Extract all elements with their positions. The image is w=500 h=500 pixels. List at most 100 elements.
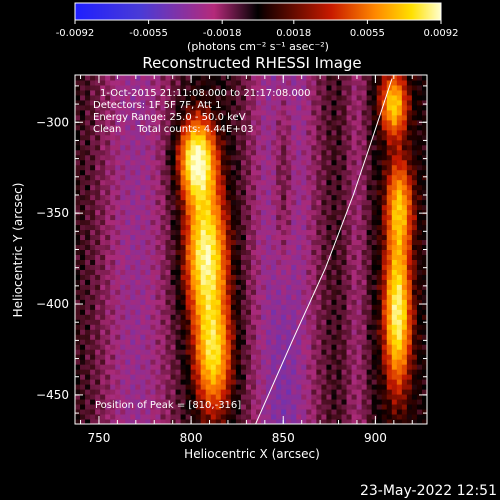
heatmap-cell [326, 204, 332, 211]
heatmap-cell [261, 99, 267, 106]
heatmap-cell [80, 414, 86, 420]
heatmap-cell [175, 344, 182, 350]
heatmap-cell [286, 349, 292, 355]
heatmap-cell [406, 154, 413, 161]
heatmap-cell [261, 374, 267, 380]
heatmap-cell [276, 389, 282, 395]
heatmap-cell [75, 324, 81, 330]
heatmap-cell [80, 254, 86, 260]
heatmap-cell [311, 194, 317, 201]
heatmap-cell [326, 384, 332, 390]
heatmap-cell [165, 189, 172, 196]
heatmap-cell [230, 129, 237, 136]
heatmap-cell [286, 309, 292, 315]
heatmap-cell [105, 364, 111, 370]
heatmap-cell [301, 269, 307, 275]
heatmap-cell [165, 354, 172, 360]
heatmap-cell [391, 409, 398, 415]
heatmap-cell [336, 179, 343, 186]
heatmap-cell [230, 279, 237, 285]
heatmap-cell [195, 309, 202, 315]
heatmap-cell [110, 359, 116, 365]
heatmap-cell [210, 364, 217, 370]
heatmap-cell [256, 404, 262, 410]
heatmap-cell [240, 114, 247, 121]
heatmap-cell [105, 114, 111, 121]
heatmap-cell [75, 199, 81, 206]
heatmap-cell [135, 239, 141, 246]
heatmap-cell [75, 404, 81, 410]
heatmap-cell [240, 334, 247, 340]
heatmap-cell [195, 294, 202, 300]
heatmap-cell [331, 389, 337, 395]
heatmap-cell [120, 299, 126, 305]
heatmap-cell [346, 399, 353, 405]
heatmap-cell [150, 159, 156, 166]
heatmap-cell [175, 249, 182, 255]
heatmap-cell [135, 269, 141, 275]
heatmap-cell [351, 159, 358, 166]
heatmap-cell [180, 279, 187, 285]
heatmap-cell [386, 229, 393, 236]
heatmap-cell [215, 269, 222, 275]
heatmap-cell [110, 94, 116, 101]
heatmap-cell [165, 194, 172, 201]
heatmap-cell [301, 209, 307, 216]
heatmap-cell [175, 389, 182, 395]
heatmap-cell [120, 289, 126, 295]
heatmap-cell [145, 394, 151, 400]
heatmap-cell [135, 404, 141, 410]
heatmap-cell [110, 104, 116, 111]
heatmap-cell [80, 124, 86, 131]
heatmap-cell [190, 294, 197, 300]
heatmap-cell [256, 174, 262, 181]
heatmap-cell [120, 169, 126, 176]
heatmap-cell [321, 309, 327, 315]
heatmap-cell [140, 184, 146, 191]
heatmap-cell [271, 329, 277, 335]
heatmap-cell [170, 154, 177, 161]
heatmap-cell [120, 399, 126, 405]
heatmap-cell [160, 284, 167, 290]
heatmap-cell [276, 239, 282, 246]
heatmap-cell [281, 364, 287, 370]
heatmap-cell [175, 214, 182, 221]
heatmap-cell [210, 214, 217, 221]
heatmap-cell [240, 284, 247, 290]
heatmap-cell [296, 279, 302, 285]
heatmap-cell [416, 219, 423, 226]
heatmap-cell [220, 89, 227, 96]
heatmap-cell [261, 199, 267, 206]
heatmap-cell [381, 274, 388, 280]
heatmap-cell [356, 124, 363, 131]
heatmap-cell [306, 174, 312, 181]
heatmap-cell [366, 404, 373, 410]
heatmap-cell [376, 319, 383, 325]
heatmap-cell [165, 389, 172, 395]
heatmap-cell [336, 234, 343, 241]
heatmap-cell [411, 259, 418, 265]
heatmap-cell [336, 239, 343, 246]
heatmap-cell [276, 264, 282, 270]
heatmap-cell [205, 409, 212, 415]
heatmap-cell [416, 129, 423, 136]
heatmap-cell [301, 194, 307, 201]
heatmap-cell [346, 339, 353, 345]
heatmap-cell [371, 119, 378, 126]
heatmap-cell [316, 309, 322, 315]
heatmap-cell [180, 129, 187, 136]
heatmap-cell [240, 339, 247, 345]
heatmap-cell [195, 209, 202, 216]
heatmap-cell [75, 129, 81, 136]
heatmap-cell [215, 259, 222, 265]
heatmap-cell [381, 314, 388, 320]
heatmap-cell [190, 204, 197, 211]
heatmap-cell [220, 294, 227, 300]
heatmap-cell [155, 314, 161, 320]
heatmap-cell [346, 324, 353, 330]
heatmap-cell [150, 119, 156, 126]
heatmap-cell [256, 329, 262, 335]
heatmap-cell [391, 384, 398, 390]
heatmap-cell [165, 384, 172, 390]
heatmap-cell [230, 344, 237, 350]
